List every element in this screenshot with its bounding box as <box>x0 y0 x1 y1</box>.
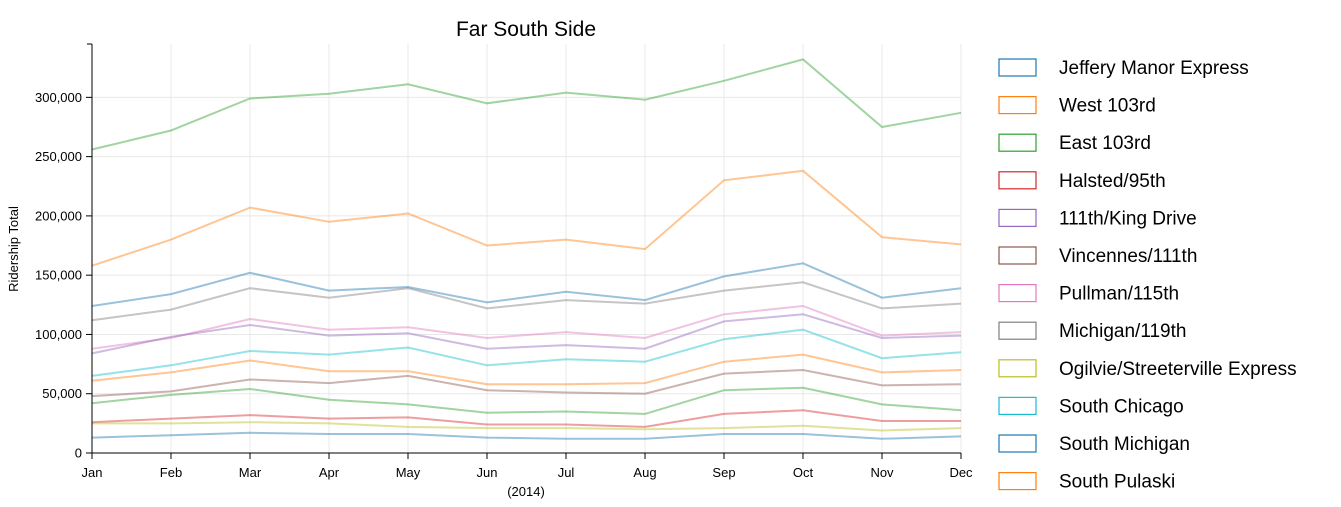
legend-swatch <box>998 321 1037 340</box>
series-line <box>91 169 962 267</box>
x-axis-label: (2014) <box>507 484 545 499</box>
series-line <box>91 409 961 428</box>
series-line <box>91 353 962 386</box>
series-line <box>91 281 962 322</box>
legend-swatch <box>998 171 1037 190</box>
y-tick-label: 300,000 <box>35 90 82 105</box>
x-tick-label: Sep <box>712 465 735 480</box>
legend-label: Vincennes/111th <box>1059 246 1197 267</box>
legend-swatch <box>998 58 1037 77</box>
legend-swatch <box>998 396 1037 415</box>
chart-axes: 0 50,000 100,000 150,000 200,000 250,000 300,0… <box>35 43 973 480</box>
chart-legend: Jeffery Manor Express West 103rd East 103r… <box>998 58 1297 493</box>
legend-swatch <box>998 95 1037 115</box>
y-tick-label: 150,000 <box>35 268 82 283</box>
x-tick-label: Feb <box>160 465 182 480</box>
y-tick-label: 100,000 <box>35 327 82 342</box>
y-tick-label: 200,000 <box>35 208 82 223</box>
chart-series <box>91 58 962 440</box>
x-tick-label: Nov <box>870 465 894 480</box>
x-tick-label: Jun <box>477 465 498 480</box>
legend-swatch <box>998 133 1037 152</box>
y-tick-label: 250,000 <box>35 149 82 164</box>
series-line <box>91 386 962 415</box>
legend-label: Halsted/95th <box>1059 171 1166 192</box>
legend-label: Pullman/115th <box>1059 284 1179 305</box>
x-tick-label: Dec <box>949 465 973 480</box>
x-tick-label: May <box>396 465 421 480</box>
series-line <box>91 58 962 151</box>
legend-swatch <box>998 359 1037 378</box>
x-tick-label: Jul <box>558 465 575 480</box>
legend-swatch <box>998 284 1037 303</box>
y-axis-label: Ridership Total <box>6 206 21 292</box>
legend-swatch <box>998 472 1037 491</box>
series-line <box>91 431 962 440</box>
legend-label: East 103rd <box>1059 133 1151 154</box>
legend-label: South Pulaski <box>1059 472 1175 493</box>
series-line <box>91 368 962 398</box>
y-tick-label: 50,000 <box>42 386 82 401</box>
series-line <box>91 304 962 350</box>
legend-label: Ogilvie/Streeterville Express <box>1059 359 1297 380</box>
x-tick-label: Aug <box>633 465 656 480</box>
x-tick-label: Oct <box>793 465 814 480</box>
series-line <box>92 421 962 432</box>
legend-swatch <box>998 246 1037 265</box>
legend-label: 111th/King Drive <box>1059 208 1197 229</box>
legend-label: Jeffery Manor Express <box>1059 58 1249 79</box>
x-tick-label: Jan <box>82 465 103 480</box>
series-line <box>91 313 962 355</box>
legend-swatch <box>998 434 1037 453</box>
chart-title: Far South Side <box>456 18 596 41</box>
y-tick-label: 0 <box>75 446 82 461</box>
legend-label: Michigan/119th <box>1059 321 1186 342</box>
series-line <box>91 262 962 307</box>
legend-swatch <box>998 208 1037 227</box>
legend-label: South Michigan <box>1059 434 1190 455</box>
legend-label: South Chicago <box>1059 396 1184 417</box>
x-tick-label: Apr <box>319 465 340 480</box>
series-line <box>91 328 962 377</box>
legend-label: West 103rd <box>1059 96 1156 117</box>
x-tick-label: Mar <box>239 465 262 480</box>
